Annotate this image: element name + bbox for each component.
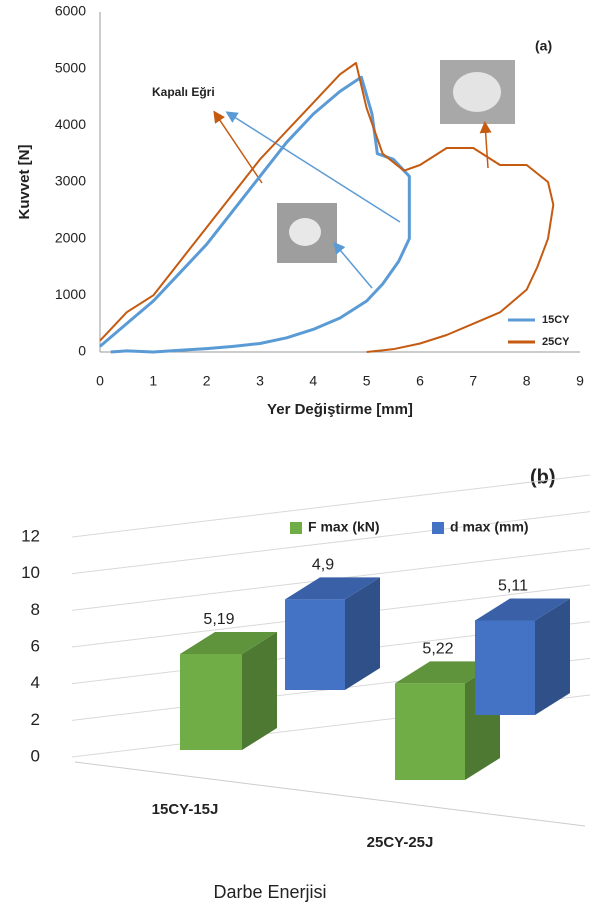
y-tick-label: 2000 — [55, 229, 86, 245]
legend-label: 25CY — [542, 336, 570, 348]
x-tick-label: 7 — [469, 373, 477, 389]
arrow — [485, 124, 488, 168]
x-tick-label: 25CY-25J — [367, 834, 434, 851]
photo-spot — [289, 218, 321, 246]
x-tick-label: 8 — [523, 373, 531, 389]
x-tick-label: 6 — [416, 373, 424, 389]
x-axis-title: Yer Değiştirme [mm] — [267, 401, 413, 418]
photo-spot — [453, 72, 501, 112]
value-label: 5,19 — [203, 611, 234, 628]
figure: Kapalı Eğri (a) Yer Değiştirme [mm] Kuvv… — [0, 0, 602, 912]
y-tick-label: 6000 — [55, 3, 86, 19]
x-axis-title: Darbe Enerjisi — [213, 882, 326, 902]
y-tick-label: 8 — [31, 600, 40, 619]
x-tick-label: 5 — [363, 373, 371, 389]
y-tick-label: 6 — [31, 636, 40, 655]
x-tick-label: 0 — [96, 373, 104, 389]
x-tick-label: 1 — [149, 373, 157, 389]
bar — [475, 620, 535, 715]
x-tick-label: 4 — [309, 373, 317, 389]
annotation: Kapalı Eğri — [152, 85, 215, 99]
legend-swatch — [290, 522, 302, 534]
bar — [395, 683, 465, 780]
value-label: 4,9 — [312, 557, 334, 574]
x-tick-label: 2 — [203, 373, 211, 389]
y-tick-label: 4 — [31, 673, 40, 692]
value-label: 5,11 — [498, 578, 528, 595]
legend-label: 15CY — [542, 314, 570, 326]
bar — [180, 654, 242, 750]
y-tick-label: 5000 — [55, 59, 86, 75]
y-tick-label: 3000 — [55, 173, 86, 189]
y-tick-label: 1000 — [55, 286, 86, 302]
y-axis-title: Kuvvet [N] — [16, 144, 33, 219]
legend-label: d max (mm) — [450, 519, 529, 535]
y-tick-label: 4000 — [55, 116, 86, 132]
y-tick-label: 0 — [78, 343, 86, 359]
x-tick-label: 3 — [256, 373, 264, 389]
panel-label: (a) — [535, 38, 552, 54]
y-tick-label: 2 — [31, 710, 40, 729]
arrow — [215, 113, 262, 183]
y-tick-label: 0 — [31, 746, 40, 765]
legend-label: F max (kN) — [308, 519, 380, 535]
value-label: 5,22 — [422, 641, 453, 658]
panel-label: (b) — [530, 466, 556, 488]
legend-swatch — [432, 522, 444, 534]
bar — [285, 599, 345, 690]
x-tick-label: 9 — [576, 373, 584, 389]
data-line — [100, 77, 409, 352]
arrow — [335, 244, 372, 288]
y-tick-label: 12 — [21, 526, 40, 545]
x-tick-label: 15CY-15J — [152, 801, 219, 818]
y-tick-label: 10 — [21, 563, 40, 582]
